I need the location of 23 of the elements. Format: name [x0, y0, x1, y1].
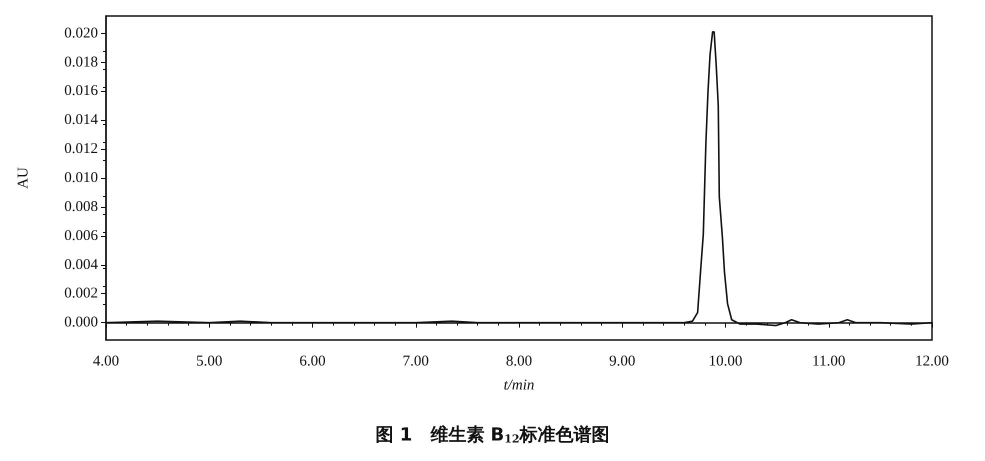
x-tick-label: 5.00: [196, 354, 222, 370]
x-tick-label: 11.00: [812, 354, 846, 370]
x-tick-label: 6.00: [299, 354, 326, 370]
x-tick-label: 12.00: [915, 354, 949, 370]
x-tick-label: 8.00: [506, 354, 532, 370]
x-tick-label: 7.00: [402, 354, 429, 370]
y-tick-label: 0.012: [64, 141, 98, 158]
y-tick-label: 0.006: [64, 228, 98, 244]
y-tick-label: 0.004: [64, 256, 98, 273]
x-axis-title: t/min: [504, 378, 534, 394]
y-tick-label: 0.018: [64, 54, 98, 70]
y-tick-label: 0.000: [64, 314, 98, 331]
y-axis-title: AU: [16, 167, 32, 189]
x-tick-label: 9.00: [609, 354, 636, 370]
y-tick-label: 0.008: [64, 198, 98, 215]
y-tick-label: 0.010: [64, 170, 98, 186]
text: 图 1 维生素 B12标准色谱图: [375, 424, 610, 446]
y-tick-label: 0.014: [64, 112, 98, 128]
y-tick-label: 0.002: [64, 286, 98, 302]
y-tick-label: 0.020: [64, 25, 98, 42]
x-tick-label: 10.00: [708, 354, 742, 370]
y-tick-label: 0.016: [64, 83, 98, 100]
x-tick-label: 4.00: [92, 354, 120, 370]
